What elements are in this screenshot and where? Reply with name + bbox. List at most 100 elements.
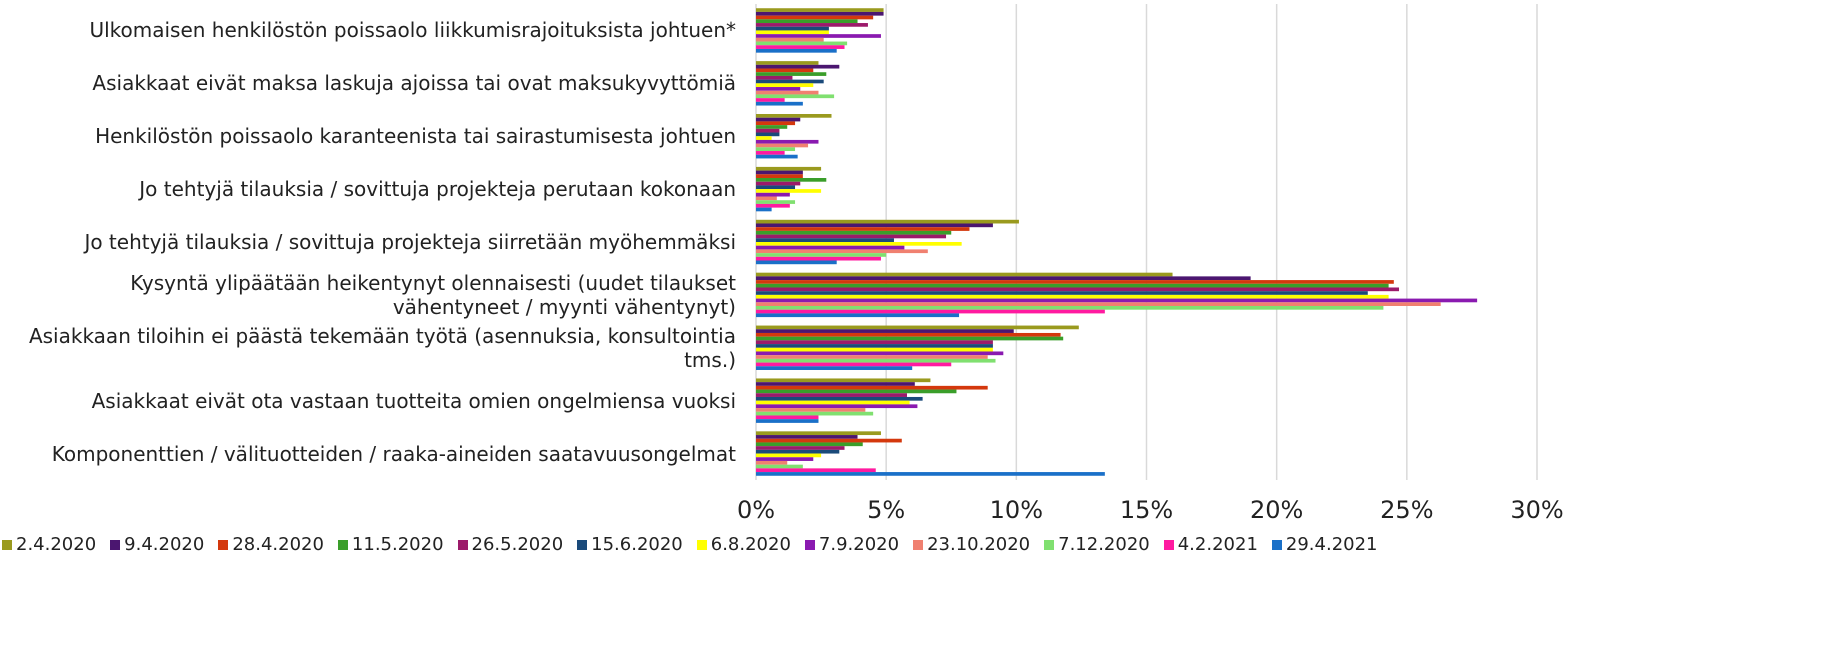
legend-label: 29.4.2021 [1285, 534, 1378, 555]
x-tick-label: 15% [1119, 496, 1174, 524]
category-label: Jo tehtyjä tilauksia / sovittuja projekt… [139, 177, 736, 202]
bar [756, 128, 780, 133]
bar [756, 457, 814, 461]
bar [756, 294, 1389, 299]
legend-swatch [1271, 539, 1282, 550]
bar [756, 344, 993, 348]
legend-label: 9.4.2020 [124, 534, 205, 555]
bar [756, 400, 910, 405]
bar [756, 61, 819, 65]
legend-swatch [804, 539, 815, 550]
bar [756, 101, 803, 106]
bar [756, 139, 819, 144]
bar [756, 94, 835, 99]
bar [756, 305, 1384, 310]
bar [756, 151, 785, 155]
legend-label: 4.2.2021 [1177, 534, 1258, 555]
bar [756, 362, 952, 367]
legend-item: 9.4.2020 [110, 534, 204, 555]
bar [756, 185, 796, 190]
bar [756, 174, 803, 179]
bar [756, 223, 993, 228]
legend-label: 7.12.2020 [1058, 534, 1150, 555]
bar [756, 468, 876, 473]
bar [756, 230, 952, 235]
bar [756, 189, 822, 193]
category-label: Henkilöstön poissaolo karanteenista tai … [95, 124, 736, 149]
bar [756, 178, 827, 182]
bar [756, 419, 819, 423]
bar [756, 313, 960, 318]
bar [756, 196, 777, 201]
bar [756, 256, 881, 261]
bar [756, 389, 957, 394]
bar [756, 351, 1004, 356]
bar [756, 23, 868, 27]
x-tick-label: 30% [1510, 496, 1564, 524]
bar [756, 260, 837, 265]
legend-label: 23.10.2020 [927, 534, 1031, 555]
bar [756, 385, 988, 390]
bar [756, 219, 1019, 224]
bar [756, 154, 798, 159]
bar [756, 79, 824, 84]
bar [756, 90, 819, 95]
bar [756, 136, 772, 140]
bar [756, 75, 793, 80]
bar [756, 283, 1389, 288]
bar [756, 355, 988, 359]
legend-label: 28.4.2020 [232, 534, 324, 555]
bar [756, 287, 1400, 292]
bar [756, 325, 1079, 330]
bar [756, 147, 796, 152]
bar [756, 280, 1394, 284]
x-tick-label: 10% [989, 496, 1043, 524]
legend-swatch [577, 539, 588, 550]
legend-swatch [1163, 539, 1174, 550]
bar [756, 238, 894, 242]
bar [756, 45, 845, 49]
category-label: Kysyntä ylipäätään heikentynyt olennaise… [130, 270, 736, 319]
bar [756, 87, 801, 91]
bar [756, 453, 822, 458]
bar [756, 276, 1251, 281]
category-label: Asiakkaan tiloihin ei päästä tekemään ty… [28, 323, 736, 372]
legend-swatch [337, 539, 348, 550]
bar [756, 309, 1105, 314]
bar [756, 117, 801, 122]
bar [756, 15, 874, 20]
bar [756, 8, 884, 12]
bar [756, 11, 884, 16]
category-label: Jo tehtyjä tilauksia / sovittuja projekt… [84, 229, 736, 254]
bar [756, 438, 902, 443]
bar [756, 378, 931, 383]
bar [756, 272, 1173, 277]
bar [756, 396, 923, 401]
legend-item: 7.9.2020 [804, 534, 899, 555]
legend-item: 15.6.2020 [577, 534, 683, 555]
bar [756, 332, 1061, 337]
bar [756, 125, 788, 129]
legend-item: 4.2.2021 [1163, 534, 1258, 555]
category-label: Asiakkaat eivät ota vastaan tuotteita om… [91, 388, 736, 413]
bar [756, 408, 866, 412]
legend-swatch [1044, 539, 1055, 550]
bar [756, 336, 1064, 341]
bar [756, 200, 796, 204]
bar [756, 302, 1441, 306]
legend-item: 2.4.2020 [2, 534, 96, 555]
bar [756, 449, 840, 454]
legend-item: 6.8.2020 [696, 534, 791, 555]
bar [756, 435, 858, 439]
legend-item: 26.5.2020 [457, 534, 563, 555]
bar [756, 253, 887, 257]
bar [756, 170, 803, 175]
bar [756, 19, 858, 24]
legend-swatch [696, 539, 707, 550]
bar [756, 442, 863, 447]
bar [756, 181, 801, 186]
bar [756, 64, 840, 69]
legend-label: 6.8.2020 [710, 534, 791, 555]
bar [756, 41, 848, 46]
